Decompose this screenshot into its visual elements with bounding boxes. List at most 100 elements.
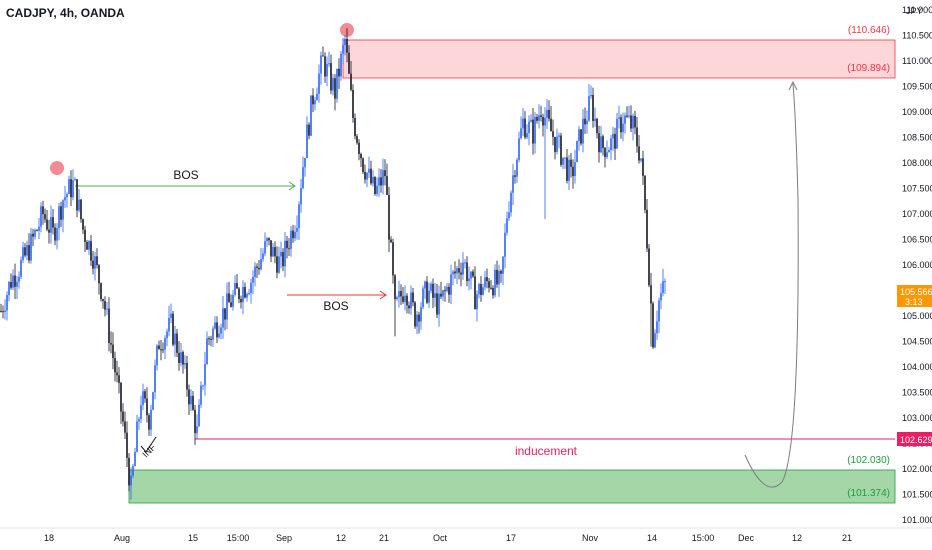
inducement-price-tag-text: 102.629 [900, 435, 932, 445]
candle-body [656, 321, 658, 334]
candle-body [410, 292, 412, 309]
candle-body [324, 56, 326, 77]
candle-body [658, 300, 660, 322]
candle-body [274, 247, 276, 257]
candle-body [290, 230, 292, 249]
price-tick-label: 107.000 [902, 209, 932, 219]
price-tick-label: 110.500 [902, 31, 932, 41]
projection-arrow-head [788, 80, 798, 91]
candle-body [520, 128, 522, 139]
candle-body [32, 233, 34, 237]
candle-body [484, 277, 486, 288]
time-axis[interactable]: 18 Aug 15 15:00 Sep 12 21 Oct 17 Nov 14 15:00 Dec 12 2… [44, 533, 852, 543]
time-tick-label: Nov [582, 533, 599, 543]
candle-body [488, 281, 490, 288]
candle-body [256, 266, 258, 268]
candle-body [476, 294, 478, 310]
candle-body [10, 282, 12, 288]
candle-body [438, 293, 440, 315]
candle-body [8, 282, 10, 296]
bos-arrow-red-head [379, 290, 387, 300]
candle-body [312, 95, 314, 105]
candle-body [628, 115, 630, 117]
price-axis[interactable]: 111.000 110.500 110.000 109.500 109.000 108.5… [902, 5, 932, 525]
candle-body [424, 281, 426, 289]
candle-body [96, 256, 98, 266]
candle-body [490, 287, 492, 289]
candle-body [206, 338, 208, 365]
candle-body [92, 260, 94, 269]
candle-body [330, 63, 332, 91]
candle-body [518, 138, 520, 160]
time-tick-label: 21 [842, 533, 852, 543]
time-tick-label: 12 [792, 533, 802, 543]
candle-body [436, 293, 438, 315]
candle-body [258, 267, 260, 270]
red-supply-zone[interactable] [342, 39, 896, 79]
bos-label-red: BOS [323, 299, 348, 313]
candle-body [450, 274, 452, 295]
candle-body [82, 219, 84, 230]
candle-body [578, 129, 580, 141]
candle-body [80, 199, 82, 220]
candle-body [304, 157, 306, 168]
candle-body [116, 372, 118, 376]
candle-body [164, 338, 166, 350]
candle-body [212, 328, 214, 340]
candle-body [448, 286, 450, 295]
candle-body [262, 253, 264, 260]
candle-body [166, 331, 168, 339]
candle-body [372, 177, 374, 184]
candle-body [184, 362, 186, 365]
candle-body [252, 276, 254, 283]
red-zone-top-label: (110.646) [848, 25, 890, 36]
candle-body [618, 117, 620, 119]
candle-body [76, 179, 78, 211]
candle-body [402, 296, 404, 302]
price-tick-label: 103.500 [902, 388, 932, 398]
candle-body [606, 152, 608, 158]
candle-body [66, 194, 68, 198]
candle-body [156, 345, 158, 366]
candle-body [364, 172, 366, 180]
candle-body [38, 226, 40, 231]
candle-body [646, 209, 648, 249]
candle-body [176, 333, 178, 353]
candle-body [662, 281, 664, 294]
price-tick-label: 105.000 [902, 311, 932, 321]
candle-body [26, 245, 28, 256]
candle-body [574, 161, 576, 177]
candle-body [168, 317, 170, 332]
candle-body [642, 158, 644, 176]
candle-body [474, 276, 476, 310]
candle-body [592, 94, 594, 121]
candle-body [44, 214, 46, 220]
candle-body [428, 290, 430, 303]
candle-body [432, 283, 434, 298]
candle-body [14, 275, 16, 287]
candle-body [56, 228, 58, 241]
candle-body [170, 313, 172, 318]
time-tick-label: 15:00 [692, 533, 715, 543]
time-tick-label: Aug [114, 533, 130, 543]
candle-body [576, 140, 578, 162]
candle-body [360, 153, 362, 159]
candle-body [648, 248, 650, 286]
candle-body [400, 291, 402, 297]
candle-body [286, 240, 288, 249]
candle-body [480, 284, 482, 295]
candle-body [434, 293, 436, 298]
candle-body [52, 217, 54, 228]
candle-body [128, 457, 130, 486]
candle-body [138, 419, 140, 422]
candle-body [150, 409, 152, 430]
candle-body [516, 159, 518, 177]
candle-body [136, 421, 138, 452]
candle-body [310, 95, 312, 136]
candle-body [308, 124, 310, 136]
green-zone-top-label: (102.030) [847, 455, 890, 466]
green-demand-zone[interactable] [128, 469, 896, 504]
candle-body [494, 269, 496, 296]
candle-body [630, 115, 632, 129]
